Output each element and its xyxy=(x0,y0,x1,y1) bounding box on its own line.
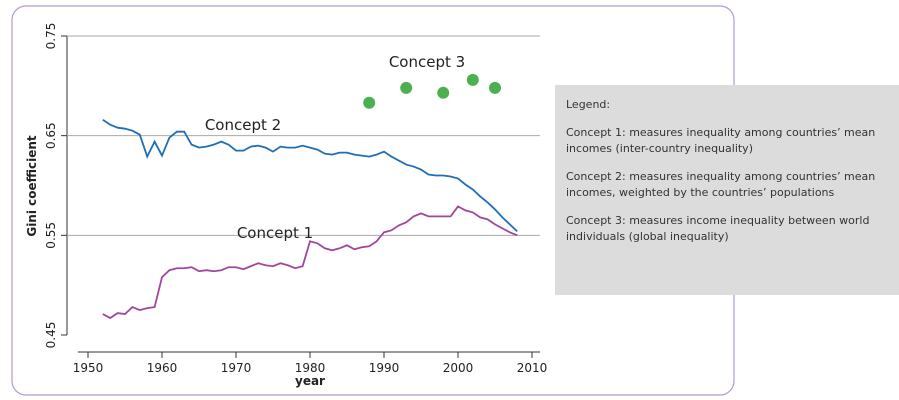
legend-item: Concept 3: measures income inequality be… xyxy=(566,213,899,245)
legend-text: Concept 2: measures inequality among cou… xyxy=(566,170,876,183)
legend-text: individuals (global inequality) xyxy=(566,230,729,243)
legend-text: incomes (inter-country inequality) xyxy=(566,142,753,155)
x-tick-label: 1950 xyxy=(73,361,104,375)
x-tick-label: 1980 xyxy=(295,361,326,375)
scatter-point xyxy=(489,81,501,94)
legend-text: incomes, weighted by the countries’ popu… xyxy=(566,186,835,199)
y-tick-label: 0.65 xyxy=(44,122,58,149)
x-tick-label: 1970 xyxy=(221,361,252,375)
legend: Legend: Concept 1: measures inequality am… xyxy=(555,85,899,295)
y-axis-label: Gini coefficient xyxy=(25,135,39,237)
legend-item: Concept 1: measures inequality among cou… xyxy=(566,125,899,157)
x-axis-label: year xyxy=(295,374,325,388)
legend-text: Concept 3: measures income inequality be… xyxy=(566,214,870,227)
y-tick-label: 0.75 xyxy=(44,23,58,50)
x-tick-label: 2010 xyxy=(517,361,548,375)
x-tick-label: 2000 xyxy=(443,361,474,375)
scatter-point xyxy=(437,86,450,99)
scatter-point xyxy=(466,73,479,86)
scatter-point xyxy=(400,81,413,94)
x-tick-label: 1990 xyxy=(369,361,400,375)
line-series xyxy=(102,205,518,320)
legend-title: Legend: xyxy=(566,98,611,111)
legend-text: Concept 1: measures inequality among cou… xyxy=(566,126,876,139)
series-label: Concept 3 xyxy=(389,53,465,71)
x-tick-label: 1960 xyxy=(147,361,178,375)
y-tick-label: 0.55 xyxy=(44,222,58,249)
series-label: Concept 1 xyxy=(237,224,313,242)
line-series xyxy=(102,118,518,233)
series-label: Concept 2 xyxy=(205,116,281,134)
scatter-point xyxy=(363,96,376,109)
y-tick-label: 0.45 xyxy=(44,322,58,349)
legend-item: Concept 2: measures inequality among cou… xyxy=(566,169,899,201)
